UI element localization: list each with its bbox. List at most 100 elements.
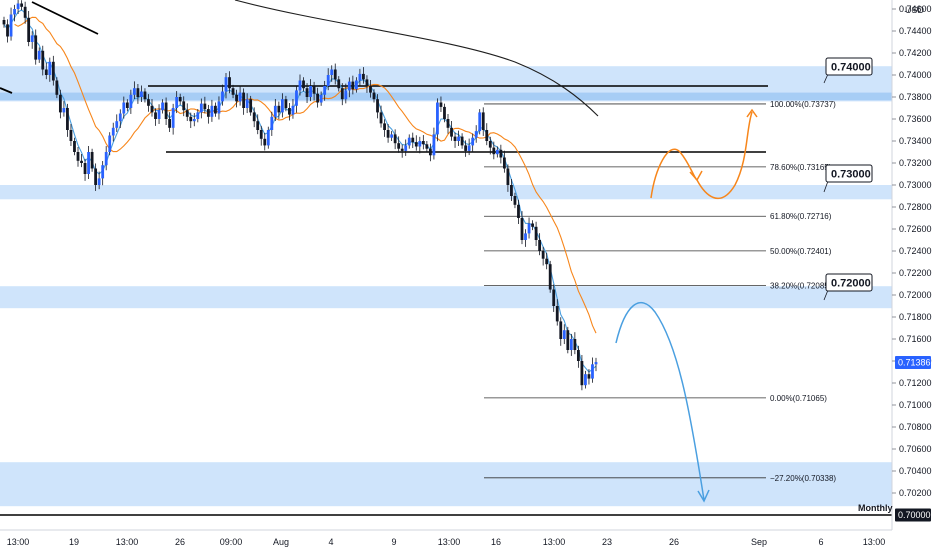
candle-bull: [245, 99, 249, 108]
candle-bear: [552, 289, 556, 306]
candle-bear: [143, 91, 147, 100]
candle-bear: [337, 79, 341, 89]
price-ticks: 0.74600 0.74400 0.74200 0.74000 0.73800 0.736…: [892, 4, 932, 498]
bullish-projection-arrowhead: [689, 170, 703, 182]
fib-level-label: 50.00%(0.72401): [770, 247, 832, 256]
candle-bear: [506, 168, 510, 185]
candle-bear: [51, 61, 55, 81]
callout-pointer: [823, 73, 829, 84]
candle-bull: [584, 374, 587, 386]
candle-bull: [309, 86, 312, 97]
candle-bear: [453, 136, 457, 141]
price-tick-label: 0.72400: [899, 246, 932, 256]
candle-bear: [573, 339, 577, 350]
candle-bull: [594, 362, 598, 365]
level-callout-box[interactable]: [825, 57, 873, 76]
candle-bear: [242, 92, 246, 108]
candle-bear: [411, 137, 415, 143]
current-price-box: [895, 356, 931, 370]
candle-bear: [164, 102, 168, 119]
candle-bear: [2, 20, 6, 25]
candle-bull: [326, 75, 330, 86]
candle-bear: [182, 101, 186, 111]
candle-bear: [76, 152, 80, 161]
candle-bear: [513, 196, 517, 205]
candle-bear: [393, 134, 397, 144]
candle-bull: [87, 152, 90, 174]
candle-bull: [436, 102, 439, 135]
candle-bear: [446, 119, 450, 128]
candle-bear: [288, 108, 291, 115]
trend-line-upper[interactable]: [31, 1, 99, 35]
candle-bull: [115, 121, 119, 128]
candle-bull: [404, 145, 408, 151]
candle-bull: [122, 102, 126, 114]
price-tick-label: 0.74200: [899, 48, 932, 58]
level-callouts[interactable]: 0.74000 0.73000 0.72000: [823, 57, 873, 301]
price-tick-label: 0.71200: [899, 378, 932, 388]
level-callout-box[interactable]: [825, 273, 873, 292]
reference-price-box: [895, 508, 931, 522]
price-tick-label: 0.71800: [899, 312, 932, 322]
candle-bear: [443, 106, 446, 119]
candle-bear: [90, 152, 94, 169]
candle-bull: [104, 152, 108, 166]
trend-lines[interactable]: [0, 1, 99, 94]
candle-bear: [302, 80, 305, 89]
slow-moving-average-line: [14, 16, 597, 334]
candle-bull: [217, 101, 221, 114]
candle-bull: [524, 233, 527, 240]
candle-bear: [256, 121, 260, 130]
candle-bull: [323, 86, 327, 95]
long-moving-average-line: [234, 0, 599, 117]
candle-bull: [30, 35, 34, 42]
candle-bear: [340, 88, 344, 100]
current-price-value: 0.71386: [898, 358, 931, 368]
candle-bull: [527, 223, 531, 234]
candle-bear: [538, 240, 542, 251]
candle-bear: [559, 321, 563, 339]
candle-bear: [259, 130, 263, 139]
candle-bear: [214, 105, 217, 114]
candle-bear: [488, 141, 492, 148]
price-axis[interactable]: USD 0.746000.744000.742000.740000.738000…: [891, 0, 932, 550]
price-projections[interactable]: [615, 108, 758, 503]
bearish-projection-path[interactable]: [615, 301, 705, 501]
trend-line-left[interactable]: [0, 87, 13, 94]
candle-bear: [464, 145, 468, 151]
fibonacci-retracement[interactable]: 100.00%(0.73737) 78.60%(0.73165) 61.80%(0.…: [484, 100, 836, 483]
candle-bear: [425, 144, 429, 149]
time-tick-label: 26: [175, 537, 185, 547]
candle-bear: [69, 130, 73, 141]
candle-bear: [580, 361, 584, 386]
candle-bear: [6, 24, 9, 37]
price-tick-label: 0.72200: [899, 268, 932, 278]
candle-bear: [460, 136, 464, 146]
level-callout-box[interactable]: [825, 164, 873, 183]
time-tick-label: 19: [69, 537, 79, 547]
candle-bull: [108, 135, 112, 152]
candle-bear: [517, 204, 520, 218]
candle-bull: [358, 73, 362, 81]
candle-bull: [132, 88, 136, 95]
candle-bear: [80, 160, 83, 163]
candle-bull: [16, 3, 20, 9]
candle-bear: [428, 148, 432, 156]
candle-bull: [390, 134, 394, 138]
candle-bull: [192, 119, 196, 122]
time-tick-label: 9: [391, 537, 396, 547]
candle-bear: [231, 88, 235, 95]
candle-bear: [450, 127, 453, 137]
candle-bull: [48, 61, 52, 75]
candle-bull: [495, 149, 499, 155]
candle-bull: [407, 137, 411, 146]
candle-bear: [41, 50, 45, 70]
price-tick-label: 0.73600: [899, 114, 932, 124]
price-tick-label: 0.74000: [899, 70, 932, 80]
candle-bear: [178, 97, 182, 102]
reference-price-marker: 0.70000: [895, 508, 931, 522]
time-axis[interactable]: 13:00 19 13:00 26 09:00 Aug 4 9 13:00 16 13:00 23 26…: [0, 529, 892, 547]
candle-bull: [101, 165, 105, 179]
candle-bear: [492, 147, 496, 155]
